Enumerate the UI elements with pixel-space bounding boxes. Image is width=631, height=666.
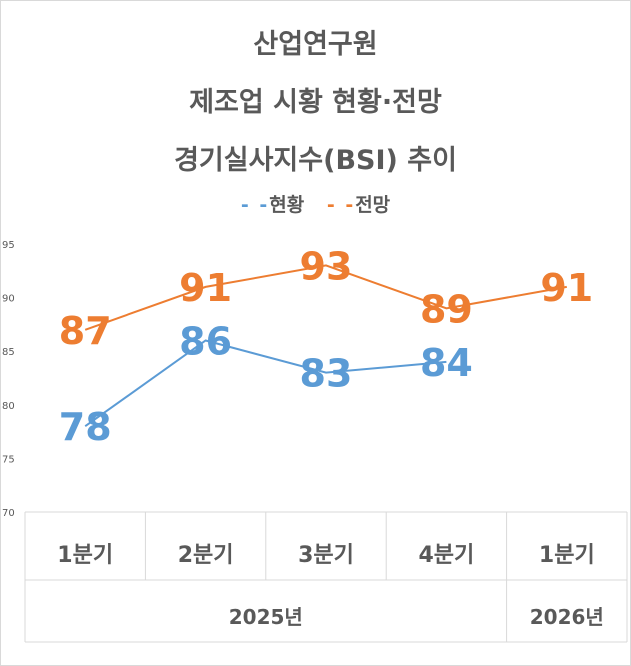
data-label: 91 bbox=[179, 266, 232, 310]
legend-dash-outlook-icon: - - bbox=[326, 194, 356, 216]
y-tick-label: 90 bbox=[2, 294, 15, 305]
legend-item-outlook: - -전망 bbox=[327, 190, 390, 217]
chart-title-line-1: 산업연구원 bbox=[253, 29, 378, 60]
x-tick-label: 1분기 bbox=[539, 543, 595, 568]
chart-title-line-3: 경기실사지수(BSI) 추이 bbox=[174, 145, 457, 176]
data-label: 84 bbox=[420, 341, 473, 385]
y-tick-label: 95 bbox=[2, 240, 15, 251]
x-tick-label: 1분기 bbox=[57, 543, 113, 568]
legend: - -현황 - -전망 bbox=[0, 190, 631, 217]
data-label: 87 bbox=[59, 309, 112, 353]
legend-label-current: 현황 bbox=[269, 194, 305, 216]
data-label: 86 bbox=[179, 319, 232, 363]
y-tick-label: 75 bbox=[2, 454, 15, 465]
series-line bbox=[84, 339, 447, 428]
data-label: 91 bbox=[540, 266, 593, 310]
legend-label-outlook: 전망 bbox=[355, 194, 391, 216]
legend-item-current: - -현황 bbox=[241, 190, 304, 217]
legend-dash-current-icon: - - bbox=[240, 194, 270, 216]
x-tick-label: 3분기 bbox=[298, 543, 354, 568]
group-label: 2026년 bbox=[530, 605, 604, 629]
y-tick-label: 70 bbox=[2, 508, 15, 519]
y-tick-label: 85 bbox=[2, 347, 15, 358]
y-tick-label: 80 bbox=[2, 401, 15, 412]
chart-title-line-2: 제조업 시황 현황·전망 bbox=[189, 87, 442, 118]
group-label: 2025년 bbox=[229, 605, 303, 629]
data-label: 89 bbox=[420, 287, 473, 331]
x-tick-label: 4분기 bbox=[419, 543, 475, 568]
series-line bbox=[84, 264, 567, 331]
x-tick-label: 2분기 bbox=[178, 543, 234, 568]
data-label: 83 bbox=[300, 352, 353, 396]
data-label: 78 bbox=[59, 405, 112, 449]
data-label: 93 bbox=[300, 244, 353, 288]
